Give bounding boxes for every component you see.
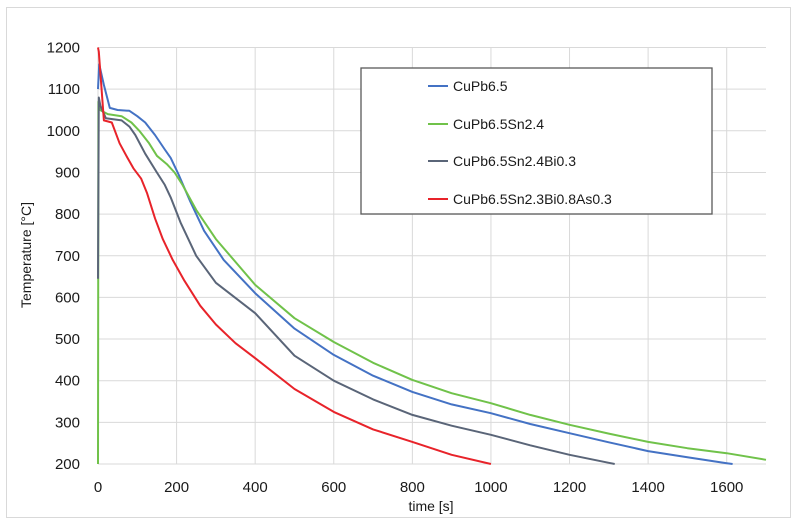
y-tick-label: 800: [55, 206, 80, 223]
x-tick-label: 600: [321, 479, 346, 496]
y-axis-ticks: 200 300 400 500 600 700 800 900 1000 1100 1200: [47, 40, 80, 474]
series-line: [97, 63, 733, 465]
x-tick-label: 800: [400, 479, 425, 496]
x-tick-label: 200: [164, 479, 189, 496]
legend-box: [360, 67, 713, 215]
x-tick-label: 400: [243, 479, 268, 496]
series-lines: [97, 47, 767, 465]
series-line: [97, 100, 767, 465]
y-tick-label: 900: [55, 164, 80, 181]
y-tick-label: 600: [55, 289, 80, 306]
x-tick-label: 1200: [553, 479, 586, 496]
legend-label: CuPb6.5Sn2.3Bi0.8As0.3: [453, 191, 612, 207]
series-line: [97, 47, 492, 465]
y-tick-label: 1100: [48, 81, 80, 98]
x-tick-label: 1600: [710, 479, 743, 496]
x-tick-label: 0: [94, 479, 102, 496]
x-tick-label: 1400: [631, 479, 664, 496]
y-tick-label: 200: [55, 456, 80, 473]
y-tick-label: 1000: [47, 123, 80, 140]
legend-label: CuPb6.5Sn2.4: [453, 116, 544, 132]
y-tick-label: 400: [55, 373, 80, 390]
x-axis-title: time [s]: [408, 498, 453, 514]
series-line: [97, 96, 615, 465]
y-tick-label: 500: [55, 331, 80, 348]
y-axis-title: Temperature [°C]: [18, 202, 34, 308]
y-tick-label: 1200: [47, 40, 80, 57]
y-tick-label: 700: [55, 248, 80, 265]
y-tick-label: 300: [55, 414, 80, 431]
x-axis-ticks: 0 200 400 600 800 1000 1200 1400 1600: [94, 479, 744, 496]
legend: CuPb6.5 CuPb6.5Sn2.4 CuPb6.5Sn2.4Bi0.3 CuPb…: [360, 67, 713, 215]
legend-label: CuPb6.5: [453, 78, 508, 94]
x-tick-label: 1000: [474, 479, 507, 496]
legend-label: CuPb6.5Sn2.4Bi0.3: [453, 153, 576, 169]
